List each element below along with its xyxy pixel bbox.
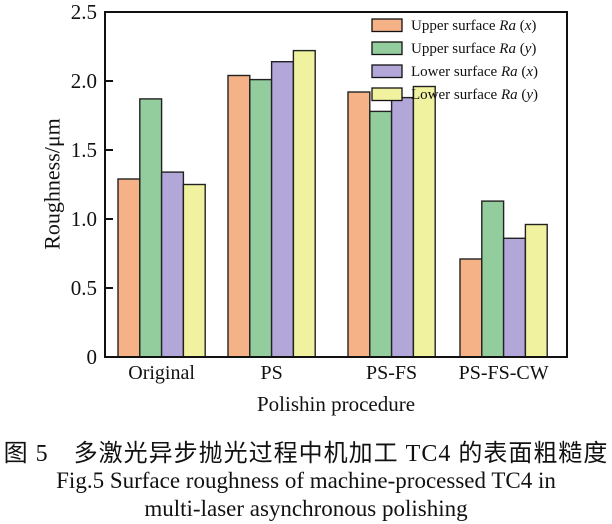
roughness-bar-chart: 0 0.5 1.0 1.5 2.0 2.5 Roughness/μm Original PS PS…	[40, 0, 568, 416]
y-tick-label: 2.0	[71, 69, 97, 93]
caption-english-line1: Fig.5 Surface roughness of machine-proce…	[56, 468, 556, 493]
bar-original-series-0	[117, 178, 141, 358]
bar-ps-series-2	[270, 61, 295, 358]
x-category-label-ps-fs-cw: PS-FS-CW	[459, 362, 549, 384]
x-category-label-original: Original	[128, 362, 195, 384]
plot-border	[104, 11, 568, 358]
legend-label-1: Upper surface Ra (y)	[411, 41, 536, 57]
bar-ps-fs-cw-series-3	[524, 223, 548, 358]
legend-swatch-1	[371, 41, 403, 56]
bar-ps-fs-series-2	[390, 96, 415, 358]
x-category-label-ps-fs: PS-FS	[366, 362, 417, 384]
y-tick-label: 0.5	[71, 276, 97, 300]
bar-ps-fs-cw-series-2	[502, 237, 527, 358]
bar-ps-fs-series-3	[412, 85, 436, 358]
bar-ps-series-1	[249, 78, 273, 358]
y-tick-label: 2.5	[71, 0, 97, 24]
x-axis-label: Polishin procedure	[257, 392, 415, 416]
legend-swatch-2	[371, 64, 403, 79]
bar-ps-fs-cw-series-0	[459, 258, 483, 358]
bar-ps-fs-series-1	[369, 110, 393, 358]
bar-ps-series-3	[292, 49, 316, 358]
legend-label-2: Lower surface Ra (x)	[411, 64, 538, 80]
bar-ps-fs-cw-series-1	[481, 200, 505, 358]
legend-swatch-3	[371, 87, 403, 102]
bar-ps-fs-series-0	[347, 91, 371, 358]
caption-chinese: 图 5 多激光异步抛光过程中机加工 TC4 的表面粗糙度	[3, 441, 609, 467]
legend-swatch-0	[371, 18, 403, 33]
y-tick-label: 1.0	[71, 207, 97, 231]
legend-label-0: Upper surface Ra (x)	[411, 18, 536, 34]
bar-original-series-1	[139, 98, 163, 358]
bar-ps-series-0	[227, 74, 251, 358]
bar-original-series-3	[182, 183, 206, 358]
bar-original-series-2	[160, 171, 185, 358]
y-axis-label: Roughness/μm	[40, 118, 65, 250]
x-category-label-ps: PS	[260, 362, 282, 384]
y-tick-label: 0	[87, 345, 98, 369]
y-tick-label: 1.5	[71, 138, 97, 162]
caption-english-line2: multi-laser asynchronous polishing	[144, 496, 468, 521]
legend-label-3: Lower surface Ra (y)	[411, 87, 538, 103]
